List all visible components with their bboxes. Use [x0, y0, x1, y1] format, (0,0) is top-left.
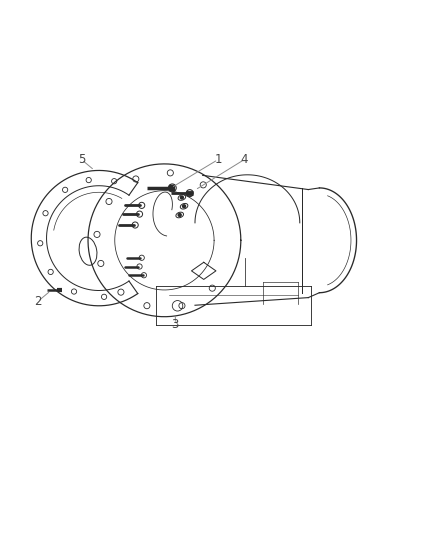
Text: 2: 2	[34, 295, 42, 308]
Circle shape	[177, 213, 182, 217]
Text: 5: 5	[78, 153, 85, 166]
Text: 1: 1	[214, 153, 222, 166]
Circle shape	[182, 204, 186, 208]
Circle shape	[180, 195, 184, 200]
Text: 4: 4	[240, 153, 248, 166]
Text: 3: 3	[172, 318, 179, 330]
